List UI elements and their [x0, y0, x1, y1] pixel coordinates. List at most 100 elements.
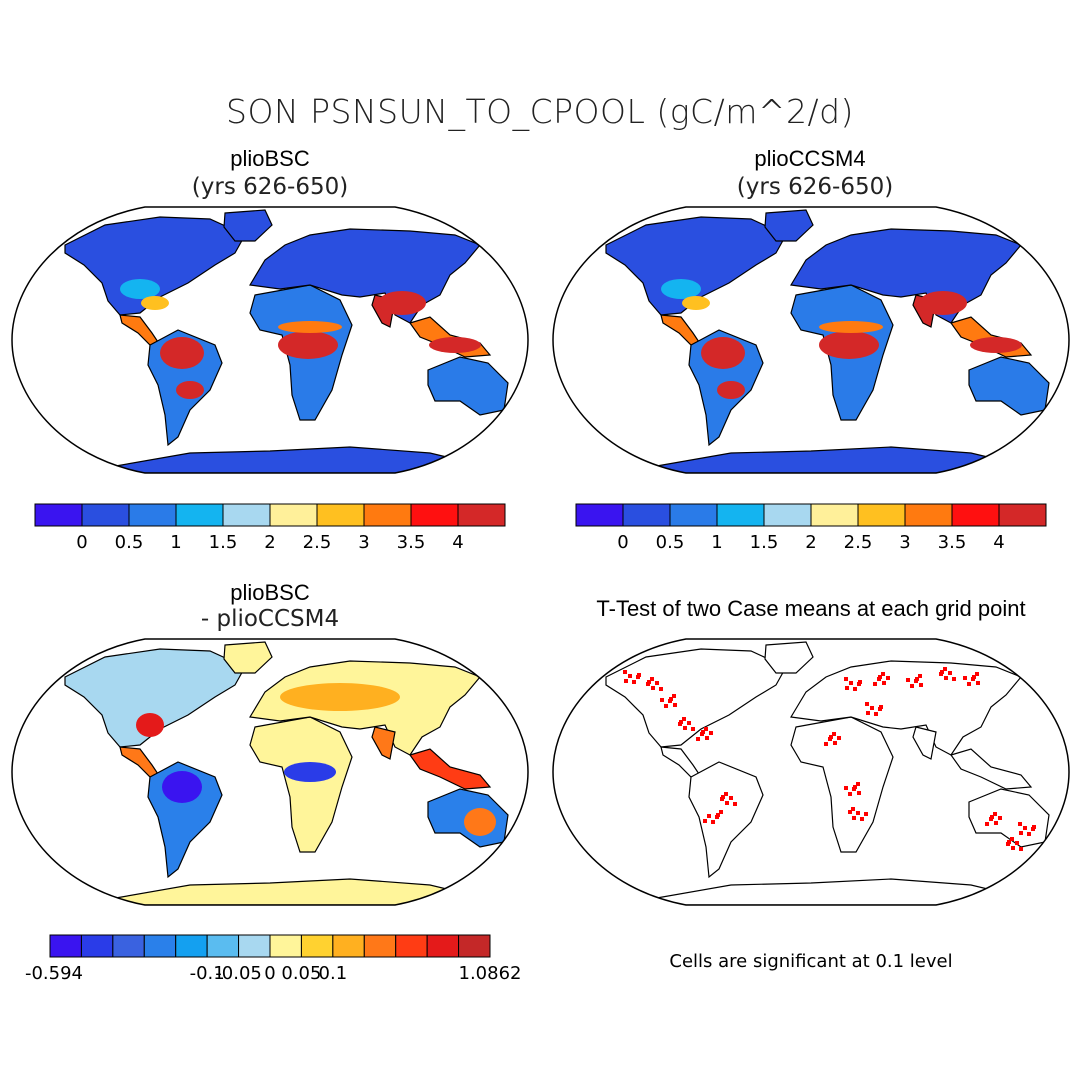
sig-cell: [856, 811, 860, 815]
colorbar-tick-label: 0.5: [114, 532, 144, 553]
land-samerica: [688, 761, 764, 879]
colorbar-2-bin: [716, 503, 765, 527]
sig-cell: [682, 717, 686, 721]
sig-cell: [865, 702, 869, 706]
colorbar-tick-label: 0: [76, 532, 88, 553]
land-namerica: [64, 648, 246, 748]
colorbar-2-bin: [575, 503, 624, 527]
sig-cell: [679, 720, 683, 724]
hot-amazon: [160, 337, 204, 369]
colorbar-2-bin: [810, 503, 859, 527]
colorbar-3-bin: [332, 934, 365, 958]
hot-congo: [278, 331, 338, 359]
colorbar-tick-label: -0.594: [24, 963, 84, 984]
hot-south-asia: [378, 291, 426, 315]
colorbar-tick-label: -0.05: [215, 963, 262, 984]
map-land-layer: [64, 209, 509, 473]
colorbar-2-bin: [622, 503, 671, 527]
sig-cell: [915, 677, 919, 681]
colorbar-3-bin: [80, 934, 114, 958]
sig-cell: [683, 726, 687, 730]
sig-cell: [857, 791, 861, 795]
land-seasia: [950, 748, 1033, 790]
colorbar-tick-label: 1: [711, 532, 723, 553]
sig-cell: [874, 712, 878, 716]
land-antarctica: [109, 446, 481, 473]
hot-south-asia: [919, 291, 967, 315]
hot-maritime: [429, 337, 481, 353]
neg-amazon: [162, 771, 202, 803]
sig-cell: [943, 667, 947, 671]
sig-cell: [832, 732, 836, 736]
colorbar-1-bin: [269, 503, 318, 527]
colorbar-1: [34, 503, 506, 527]
colorbar-tick-label: 3: [899, 532, 911, 553]
land-india: [912, 726, 937, 760]
sig-cell: [993, 812, 997, 816]
sig-cell: [918, 674, 922, 678]
sig-cell: [632, 680, 636, 684]
colorbar-2-bin: [998, 503, 1047, 527]
colorbar-1-bin: [34, 503, 83, 527]
sig-cell: [655, 681, 659, 685]
sig-cell: [858, 680, 862, 684]
sig-cell: [952, 677, 956, 681]
sig-cell: [975, 672, 979, 676]
sig-cell: [733, 802, 737, 806]
sig-cell: [963, 676, 967, 680]
colorbar-1-bin: [128, 503, 177, 527]
colorbar-tick-label: 0: [264, 963, 276, 984]
land-namerica: [64, 216, 246, 316]
land-seasia: [409, 748, 492, 790]
sig-cell: [669, 697, 673, 701]
colorbar-3-bin: [426, 934, 460, 958]
sig-cell: [701, 730, 705, 734]
sig-cell: [852, 816, 856, 820]
land-australia: [968, 356, 1050, 416]
sig-cell: [967, 682, 971, 686]
hot-congo: [819, 331, 879, 359]
map-land-layer: [605, 209, 1050, 473]
map-panel-3: [11, 638, 529, 906]
sig-cell: [844, 677, 848, 681]
sig-cell: [721, 795, 725, 799]
figure-title: SON PSNSUN_TO_CPOOL (gC/m^2/d): [226, 92, 854, 131]
land-greenland: [764, 641, 814, 674]
sig-cell: [673, 703, 677, 707]
colorbar-tick-label: 0.5: [655, 532, 685, 553]
sig-cell: [994, 821, 998, 825]
sig-cell: [1011, 846, 1015, 850]
sig-cell: [651, 686, 655, 690]
colorbar-1-bin: [222, 503, 271, 527]
colorbar-tick-label: 3.5: [937, 532, 967, 553]
sig-cell: [866, 711, 870, 715]
colorbar-tick-label: 1.5: [208, 532, 238, 553]
sig-cell: [664, 704, 668, 708]
sig-cell: [628, 674, 632, 678]
panel-4-title: T-Test of two Case means at each grid po…: [596, 596, 1026, 621]
pos-eurasia: [280, 683, 400, 711]
sig-cell: [672, 694, 676, 698]
sig-cell: [1023, 826, 1027, 830]
colorbar-3-bin: [49, 934, 82, 958]
sig-cell: [944, 676, 948, 680]
sig-cell: [696, 737, 700, 741]
colorbar-1-bin: [316, 503, 365, 527]
sig-cell: [881, 672, 885, 676]
sig-cell: [853, 785, 857, 789]
sig-cell: [873, 682, 877, 686]
land-camerica: [660, 314, 703, 346]
colorbar-tick-label: 0.05: [281, 963, 322, 984]
colorbar-tick-label: 4: [993, 532, 1005, 553]
hot-amazon: [701, 337, 745, 369]
warm-sahel: [278, 321, 342, 333]
sig-cell: [833, 741, 837, 745]
panel-1-subtitle: (yrs 626-650): [191, 174, 349, 200]
colorbar-tick-label: -0.1: [189, 963, 225, 984]
sig-cell: [919, 683, 923, 687]
sig-cell: [910, 684, 914, 688]
sig-cell: [660, 698, 664, 702]
colorbar-tick-label: 2: [805, 532, 817, 553]
land-namerica: [605, 216, 787, 316]
map-land-layer: [605, 641, 1050, 905]
